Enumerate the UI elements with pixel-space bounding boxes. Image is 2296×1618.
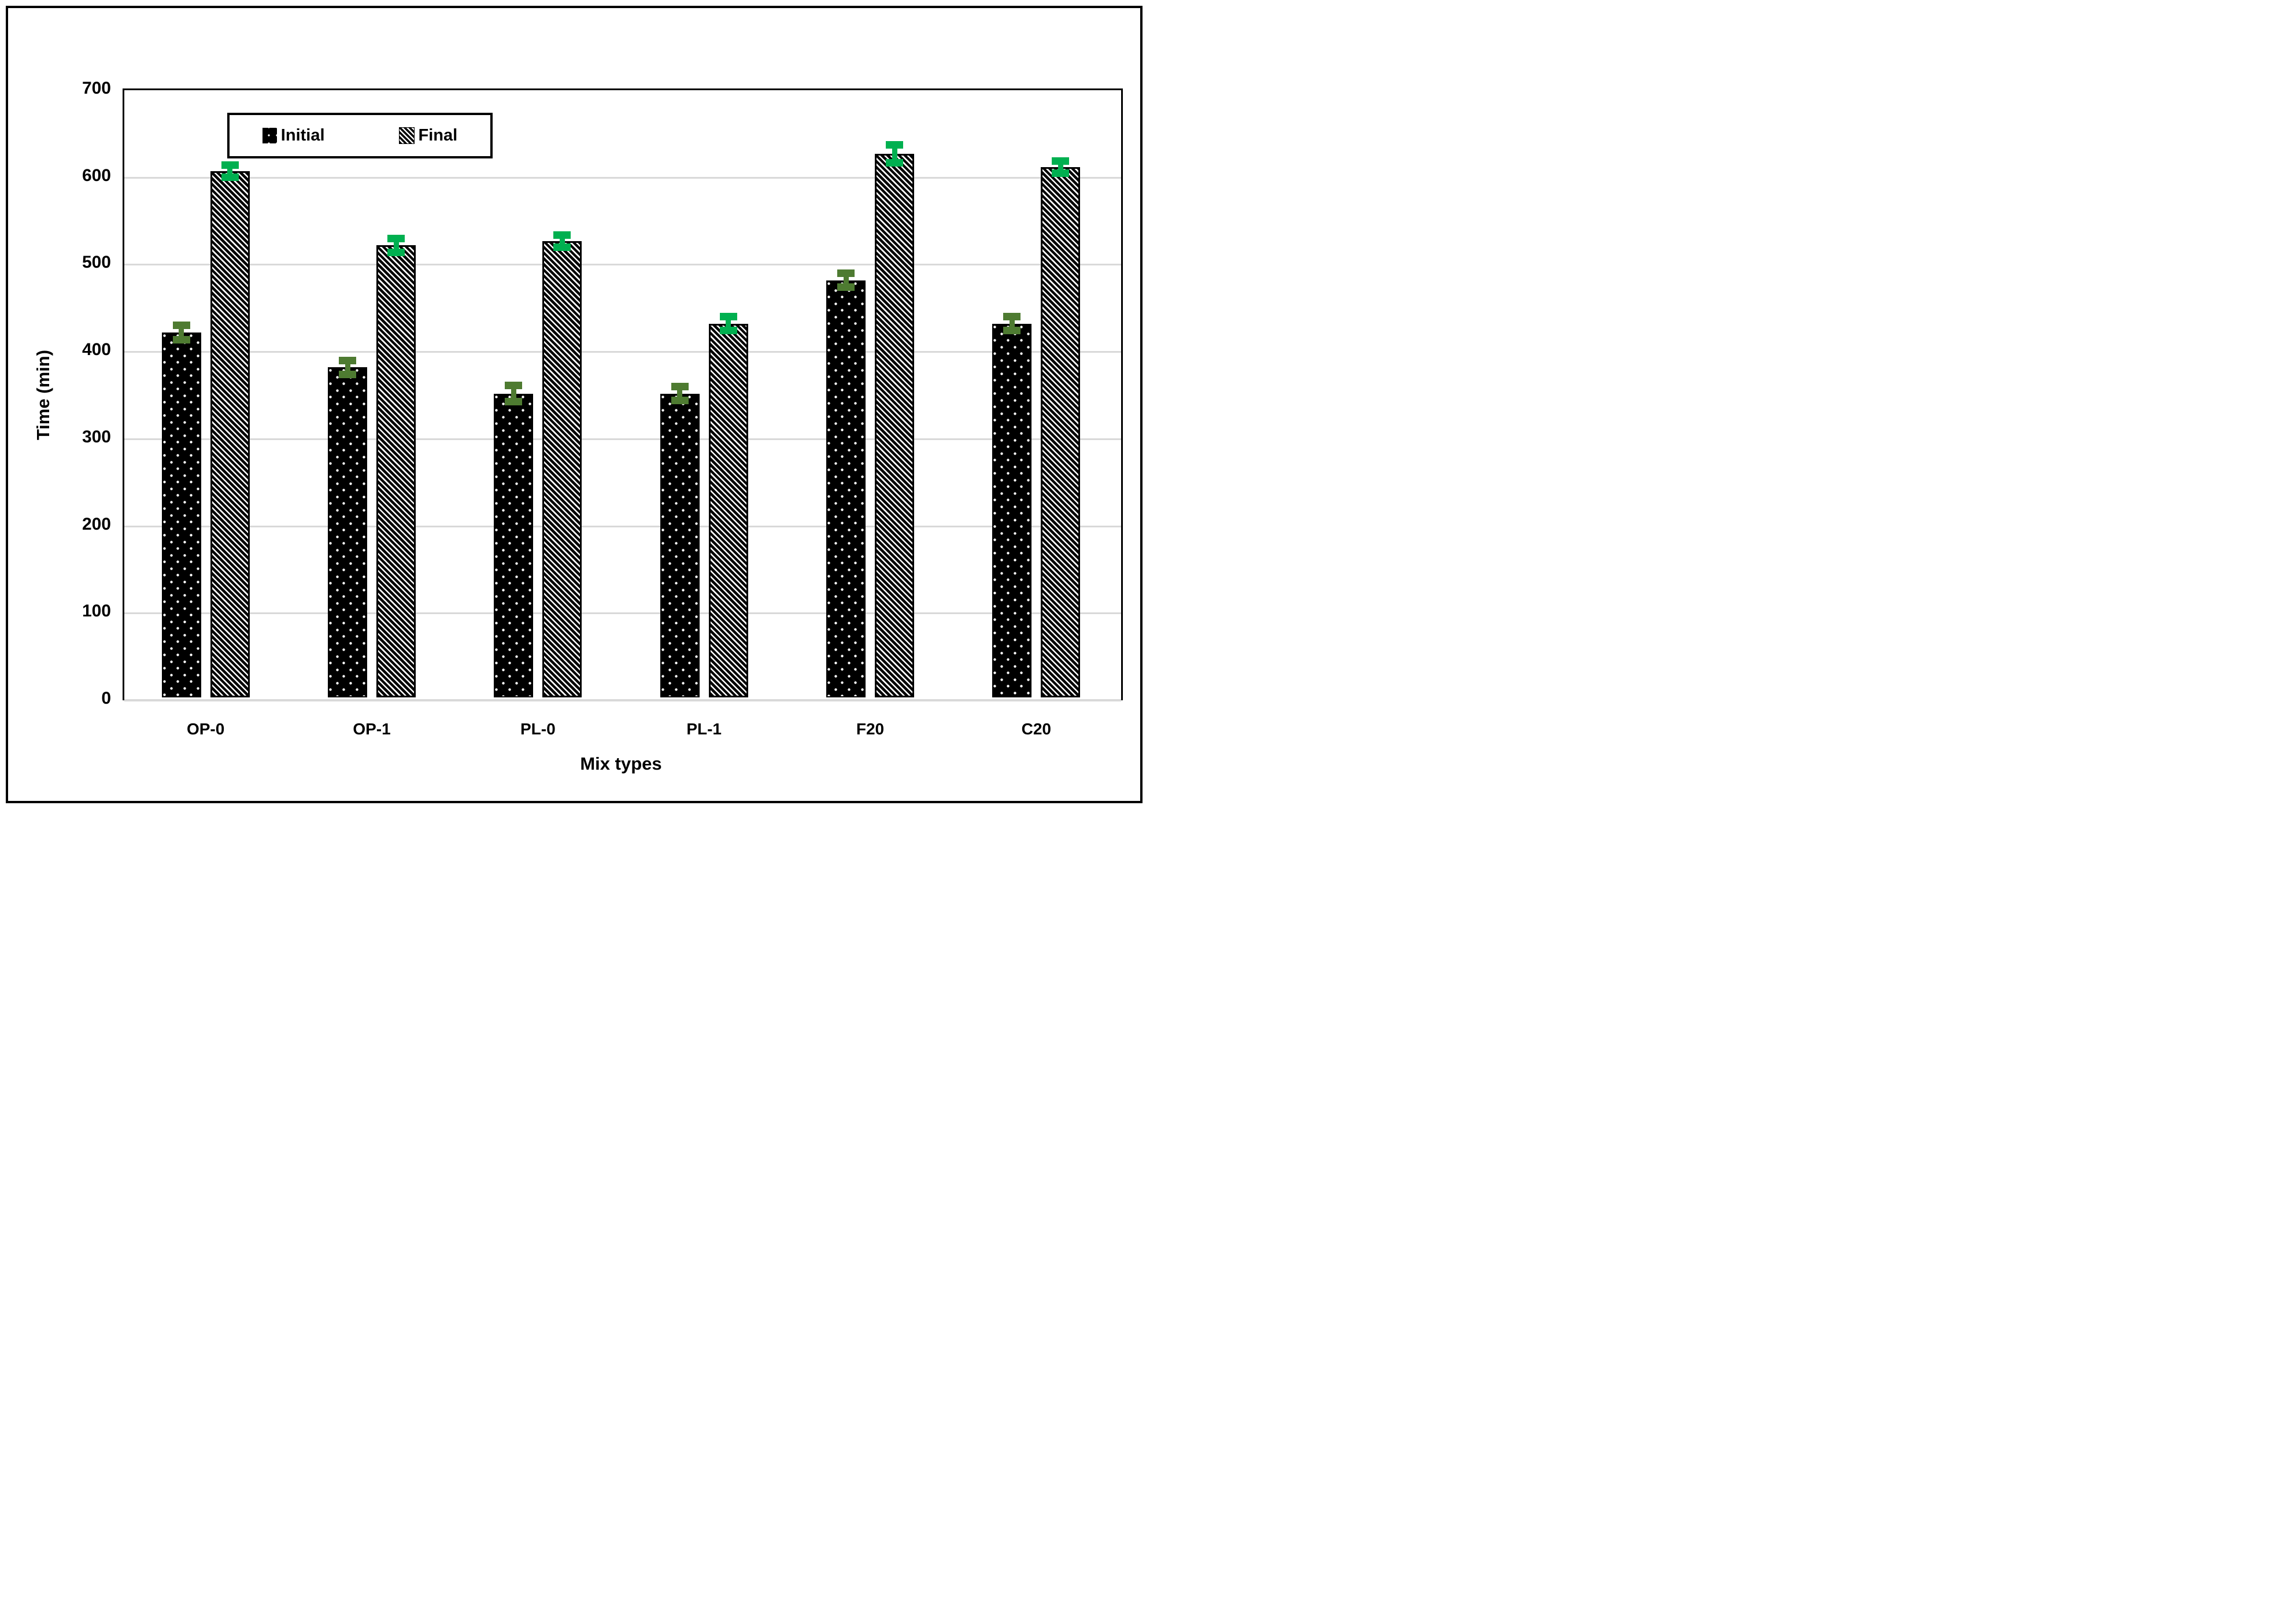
bar-initial-f20 <box>826 280 866 697</box>
error-bar-final-c20 <box>1058 161 1063 173</box>
x-tick-label-op-1: OP-1 <box>353 720 391 738</box>
error-bar-cap-top-final-op-1 <box>387 234 405 242</box>
error-bar-cap-top-initial-pl-1 <box>671 382 689 390</box>
error-bar-cap-bottom-initial-pl-0 <box>505 397 523 405</box>
error-bar-cap-top-final-pl-1 <box>719 313 737 321</box>
error-bar-cap-bottom-final-c20 <box>1052 169 1070 177</box>
y-tick-label-100: 100 <box>82 601 111 621</box>
error-bar-cap-top-initial-c20 <box>1003 313 1021 321</box>
x-tick-label-c20: C20 <box>1021 720 1052 738</box>
bar-final-op-0 <box>210 171 250 697</box>
y-tick-label-300: 300 <box>82 427 111 446</box>
bar-final-f20 <box>875 154 914 697</box>
error-bar-cap-top-initial-op-0 <box>172 322 190 330</box>
error-bar-cap-bottom-final-pl-1 <box>719 327 737 335</box>
legend-swatch-initial-dotted-pattern-icon <box>262 128 277 143</box>
error-bar-cap-bottom-initial-pl-1 <box>671 397 689 405</box>
bar-initial-op-1 <box>328 367 367 697</box>
error-bar-final-pl-0 <box>559 235 565 247</box>
bar-final-pl-1 <box>708 323 748 697</box>
error-bar-final-pl-1 <box>726 316 731 331</box>
bar-final-op-1 <box>376 245 416 697</box>
error-bar-cap-top-final-c20 <box>1052 157 1070 165</box>
x-tick-label-pl-1: PL-1 <box>686 720 722 738</box>
gridline-300 <box>124 438 1121 440</box>
error-bar-cap-top-final-op-0 <box>221 161 239 169</box>
error-bar-final-op-1 <box>393 238 399 253</box>
bar-final-c20 <box>1041 167 1081 697</box>
bar-initial-op-0 <box>161 333 201 697</box>
y-tick-label-200: 200 <box>82 514 111 534</box>
error-bar-cap-bottom-final-pl-0 <box>553 243 571 251</box>
gridline-200 <box>124 525 1121 527</box>
bar-initial-pl-1 <box>660 393 700 697</box>
error-bar-initial-op-1 <box>345 360 350 375</box>
error-bar-cap-bottom-final-op-1 <box>387 248 405 256</box>
y-tick-label-400: 400 <box>82 340 111 360</box>
chart-figure: Time (min) Mix types Initial Final 0 100 2… <box>0 0 1148 809</box>
y-tick-label-700: 700 <box>82 79 111 98</box>
error-bar-cap-bottom-final-op-0 <box>221 173 239 182</box>
x-axis-baseline <box>124 699 1121 701</box>
legend-item-initial: Initial <box>262 127 325 144</box>
error-bar-final-op-0 <box>227 165 233 178</box>
error-bar-final-f20 <box>892 145 897 163</box>
y-tick-label-0: 0 <box>101 689 111 708</box>
y-tick-label-500: 500 <box>82 253 111 272</box>
error-bar-initial-f20 <box>843 273 849 287</box>
x-axis-title: Mix types <box>580 753 662 774</box>
bar-initial-c20 <box>992 323 1032 697</box>
legend-label-initial: Initial <box>280 126 325 145</box>
error-bar-cap-top-final-pl-0 <box>553 231 571 239</box>
x-tick-label-pl-0: PL-0 <box>520 720 556 738</box>
bar-final-pl-0 <box>542 241 582 697</box>
legend-swatch-final-striped-pattern-icon <box>398 127 415 144</box>
error-bar-cap-top-initial-op-1 <box>339 356 356 364</box>
gridline-100 <box>124 612 1121 615</box>
error-bar-initial-pl-0 <box>511 385 516 402</box>
error-bar-cap-bottom-initial-f20 <box>837 283 855 291</box>
gridline-400 <box>124 351 1121 353</box>
error-bar-initial-c20 <box>1009 316 1015 331</box>
plot-area <box>123 88 1123 701</box>
legend-label-final: Final <box>418 126 458 145</box>
x-tick-label-f20: F20 <box>856 720 885 738</box>
error-bar-cap-bottom-final-f20 <box>886 158 903 167</box>
error-bar-cap-top-initial-f20 <box>837 269 855 277</box>
y-tick-label-600: 600 <box>82 165 111 185</box>
error-bar-cap-top-final-f20 <box>886 141 903 149</box>
gridline-600 <box>124 176 1121 179</box>
error-bar-cap-bottom-initial-op-1 <box>339 370 356 378</box>
error-bar-cap-bottom-initial-c20 <box>1003 327 1021 335</box>
bar-initial-pl-0 <box>494 393 534 697</box>
error-bar-initial-op-0 <box>179 325 184 340</box>
legend: Initial Final <box>227 113 493 158</box>
legend-item-final: Final <box>398 126 458 145</box>
error-bar-cap-bottom-initial-op-0 <box>172 335 190 343</box>
x-tick-label-op-0: OP-0 <box>186 720 225 738</box>
gridline-500 <box>124 264 1121 266</box>
error-bar-cap-top-initial-pl-0 <box>505 382 523 390</box>
error-bar-initial-pl-1 <box>677 386 683 401</box>
